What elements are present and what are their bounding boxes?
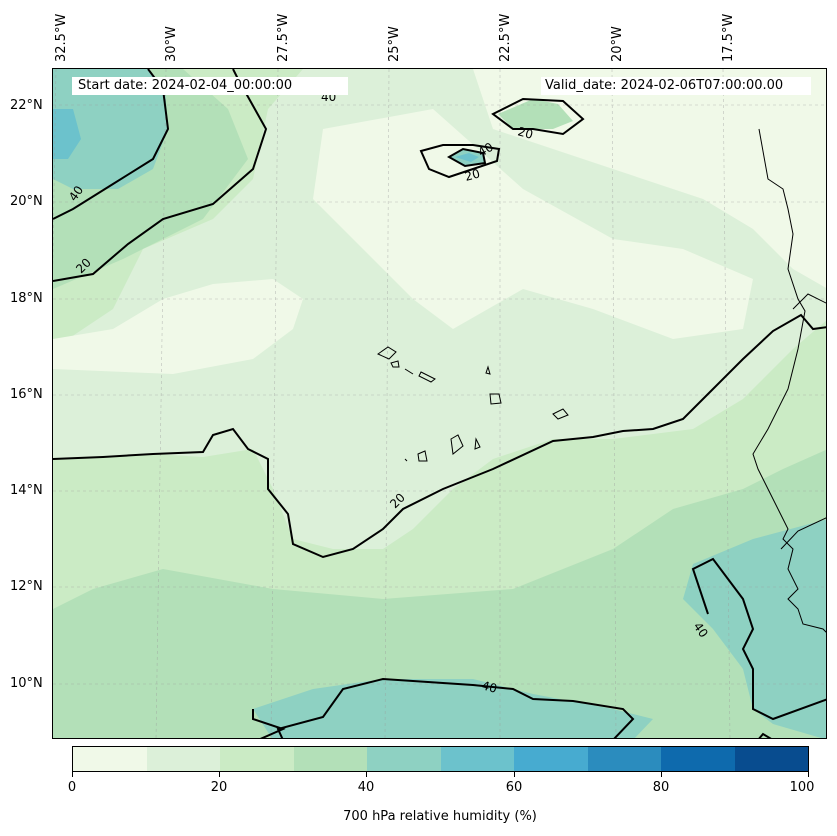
lon-label-20W: 20°W bbox=[610, 26, 625, 62]
contour-20-ne-blob bbox=[491, 97, 585, 136]
colorbar-segment bbox=[367, 747, 441, 771]
coastline-africa bbox=[752, 128, 826, 633]
fill-0-10-west bbox=[53, 279, 303, 374]
contour-40-south-tail bbox=[758, 732, 772, 738]
fill-0-10-mid bbox=[313, 109, 753, 339]
colorbar-segment bbox=[146, 747, 220, 771]
island-santo-antao bbox=[376, 346, 397, 360]
lon-label-25W: 25°W bbox=[387, 26, 402, 62]
colorbar-segment bbox=[734, 747, 808, 771]
lat-label-10N: 10°N bbox=[10, 676, 43, 691]
colorbar bbox=[72, 746, 809, 772]
contour-40-south bbox=[252, 677, 635, 738]
island-santiago bbox=[450, 434, 464, 455]
fill-50-60-center-blob bbox=[455, 153, 479, 162]
fill-40-50-northwest bbox=[53, 69, 168, 189]
humidity-map: 40 20 40 20 20 20 40 40 40 bbox=[53, 69, 826, 738]
contour-20-northwest bbox=[53, 69, 268, 282]
lon-label-22.5W: 22.5°W bbox=[498, 13, 513, 62]
lat-label-20N: 20°N bbox=[10, 194, 43, 209]
colorbar-ticklabel: 40 bbox=[357, 780, 375, 795]
graticule bbox=[53, 69, 826, 738]
colorbar-ticklabel: 60 bbox=[505, 780, 523, 795]
contour-20-main bbox=[53, 313, 826, 559]
colorbar-tick bbox=[808, 772, 809, 777]
contour-label: 20 bbox=[463, 166, 481, 183]
colorbar-segment bbox=[661, 747, 735, 771]
colorbar-segment bbox=[293, 747, 367, 771]
fill-40-50-south bbox=[253, 679, 653, 738]
lon-label-32.5W: 32.5°W bbox=[54, 13, 69, 62]
island-boa-vista bbox=[489, 393, 502, 405]
start-date-label: Start date: 2024-02-04_00:00:00 bbox=[72, 77, 348, 95]
island-maio bbox=[474, 437, 481, 450]
colorbar-tick bbox=[661, 772, 662, 777]
cape-verde-islands bbox=[376, 346, 569, 462]
contour-40-center-blob bbox=[446, 147, 487, 168]
lat-label-14N: 14°N bbox=[10, 483, 43, 498]
island-sal bbox=[485, 365, 491, 375]
lat-label-12N: 12°N bbox=[10, 579, 43, 594]
colorbar-ticklabel: 0 bbox=[67, 780, 77, 795]
colorbar-tick bbox=[72, 772, 73, 777]
contour-40-southeast bbox=[691, 557, 826, 721]
border-senegal bbox=[792, 293, 826, 310]
valid-date-label: Valid_date: 2024-02-06T07:00:00.00 bbox=[541, 77, 811, 95]
island-santa-luzia bbox=[418, 371, 436, 383]
colorbar-tick bbox=[219, 772, 220, 777]
lon-label-27.5W: 27.5°W bbox=[276, 13, 291, 62]
colorbar-segment bbox=[514, 747, 588, 771]
colorbar-ticklabel: 80 bbox=[652, 780, 670, 795]
island-sao-nicolau bbox=[404, 368, 414, 375]
colorbar-segment bbox=[220, 747, 294, 771]
lat-label-22N: 22°N bbox=[10, 98, 43, 113]
coastlines bbox=[752, 128, 826, 633]
contour-20-center-blob bbox=[419, 144, 501, 179]
fill-30-40-ne-blob bbox=[498, 99, 573, 129]
island-brava bbox=[404, 458, 408, 462]
island-east bbox=[552, 408, 569, 420]
fill-50-60-northwest bbox=[53, 109, 81, 159]
contour-label: 40 bbox=[476, 140, 496, 160]
colorbar-segment bbox=[440, 747, 514, 771]
island-fogo bbox=[417, 450, 428, 462]
map-panel: 40 20 40 20 20 20 40 40 40 bbox=[52, 68, 827, 739]
colorbar-tick bbox=[514, 772, 515, 777]
colorbar-title: 700 hPa relative humidity (%) bbox=[343, 809, 537, 824]
coastline-guinea bbox=[780, 517, 826, 550]
lat-label-16N: 16°N bbox=[10, 387, 43, 402]
lon-label-30W: 30°W bbox=[164, 26, 179, 62]
contour-label: 40 bbox=[480, 678, 498, 695]
colorbar-segment bbox=[587, 747, 661, 771]
fill-0-10-core bbox=[293, 69, 826, 288]
colorbar-ticklabel: 100 bbox=[789, 780, 815, 795]
island-sao-vicente bbox=[390, 360, 400, 368]
lon-label-17.5W: 17.5°W bbox=[721, 13, 736, 62]
colorbar-tick bbox=[366, 772, 367, 777]
contour-label: 20 bbox=[516, 124, 534, 141]
colorbar-segment bbox=[73, 747, 147, 771]
fill-30-40-south bbox=[53, 449, 826, 738]
lat-label-18N: 18°N bbox=[10, 291, 43, 306]
colorbar-ticklabel: 20 bbox=[210, 780, 228, 795]
